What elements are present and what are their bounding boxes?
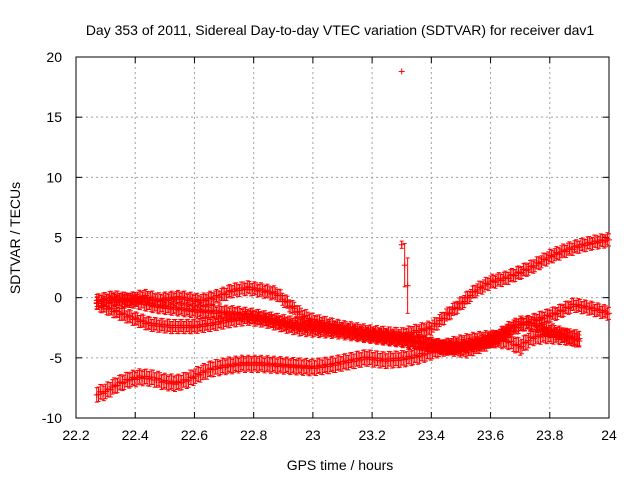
data-series	[93, 68, 612, 403]
y-tick-label: 15	[46, 109, 62, 125]
track-middle-b-point	[154, 300, 161, 314]
chart-title: Day 353 of 2011, Sidereal Day-to-day VTE…	[86, 22, 595, 38]
track-middle-b-point	[363, 326, 370, 340]
y-tick-label: -10	[42, 410, 62, 426]
y-tick-label: 0	[54, 290, 62, 306]
track-upper-point	[555, 247, 562, 261]
track-middle-b-point	[357, 325, 364, 339]
grid	[76, 57, 609, 418]
x-tick-label: 23.2	[358, 427, 385, 443]
track-middle-b-point	[164, 300, 171, 314]
track-middle-b-point	[257, 311, 264, 325]
track-upper-point	[606, 233, 612, 247]
track-upper-point	[489, 273, 496, 287]
y-tick-label: 5	[54, 230, 62, 246]
track-upper-point	[513, 266, 520, 280]
x-tick-label: 23.4	[418, 427, 445, 443]
track-middle-a-point	[145, 315, 152, 329]
x-tick-label: 23.8	[536, 427, 563, 443]
track-middle-b-point	[221, 305, 228, 319]
track-middle-b-point	[397, 332, 404, 346]
track-upper-point	[599, 233, 606, 247]
track-middle-a-point	[140, 314, 147, 328]
x-tick-label: 22.6	[181, 427, 208, 443]
x-tick-label: 24	[601, 427, 617, 443]
track-upper-point	[601, 235, 608, 249]
axis-ticks: 22.2 22.4 22.6 22.8 23 23.2 23.4 23.6 23.8 24 -10 -…	[42, 49, 617, 443]
track-middle-a-point	[328, 325, 335, 339]
x-tick-label: 22.4	[122, 427, 149, 443]
track-upper-point	[453, 302, 460, 316]
track-middle-b-point	[383, 329, 390, 343]
y-tick-label: 10	[46, 169, 62, 185]
y-tick-label: 20	[46, 49, 62, 65]
track-upper-point	[502, 270, 509, 284]
track-upper-point	[216, 290, 223, 304]
track-upper-point	[454, 300, 461, 314]
track-middle-a-point	[134, 312, 141, 326]
track-upper-point	[446, 307, 453, 321]
x-tick-label: 22.2	[62, 427, 89, 443]
track-middle-b-point	[143, 298, 150, 312]
track-upper-point	[508, 268, 515, 282]
track-upper-point	[254, 284, 261, 298]
x-tick-label: 22.8	[240, 427, 267, 443]
track-middle-a-point	[196, 318, 203, 332]
track-middle-b-point	[170, 301, 177, 315]
x-tick-label: 23	[305, 427, 321, 443]
track-middle-b-point	[263, 312, 270, 326]
track-middle-a-point	[127, 310, 134, 324]
track-middle-b-point	[93, 293, 100, 307]
x-tick-label: 23.6	[477, 427, 504, 443]
y-tick-label: -5	[50, 350, 63, 366]
